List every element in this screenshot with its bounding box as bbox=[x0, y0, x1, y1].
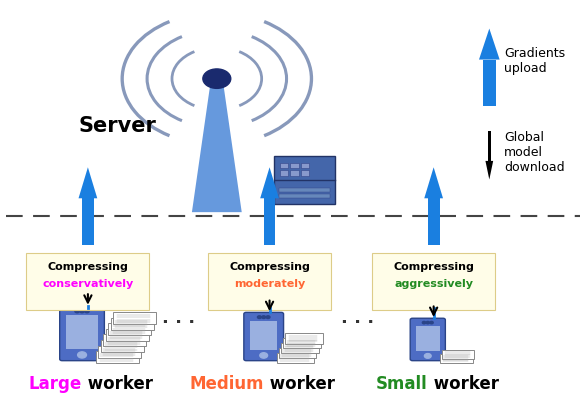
FancyBboxPatch shape bbox=[274, 156, 335, 204]
FancyBboxPatch shape bbox=[96, 351, 139, 363]
FancyBboxPatch shape bbox=[113, 312, 156, 324]
Circle shape bbox=[260, 353, 268, 358]
FancyBboxPatch shape bbox=[208, 253, 331, 310]
Polygon shape bbox=[79, 167, 97, 198]
FancyBboxPatch shape bbox=[280, 170, 288, 176]
Circle shape bbox=[203, 69, 231, 89]
Circle shape bbox=[266, 316, 270, 319]
Text: conservatively: conservatively bbox=[42, 279, 134, 289]
Circle shape bbox=[77, 352, 87, 358]
Text: Global
model
download: Global model download bbox=[504, 131, 564, 173]
FancyBboxPatch shape bbox=[416, 326, 440, 351]
FancyBboxPatch shape bbox=[280, 162, 288, 169]
FancyBboxPatch shape bbox=[98, 346, 141, 357]
FancyBboxPatch shape bbox=[279, 348, 316, 358]
Text: Large: Large bbox=[29, 375, 82, 393]
Polygon shape bbox=[479, 29, 500, 60]
Text: . . .: . . . bbox=[162, 309, 195, 327]
FancyBboxPatch shape bbox=[105, 329, 149, 341]
Circle shape bbox=[257, 316, 261, 319]
FancyBboxPatch shape bbox=[410, 318, 445, 361]
FancyBboxPatch shape bbox=[66, 315, 98, 349]
Text: worker: worker bbox=[428, 375, 499, 393]
FancyBboxPatch shape bbox=[26, 253, 149, 310]
Polygon shape bbox=[483, 60, 496, 106]
FancyBboxPatch shape bbox=[440, 354, 472, 363]
FancyBboxPatch shape bbox=[301, 170, 309, 176]
Polygon shape bbox=[488, 131, 491, 161]
FancyBboxPatch shape bbox=[290, 162, 299, 169]
FancyBboxPatch shape bbox=[279, 194, 331, 199]
Polygon shape bbox=[260, 167, 279, 198]
Polygon shape bbox=[192, 87, 241, 212]
Text: Server: Server bbox=[79, 116, 156, 137]
Polygon shape bbox=[264, 198, 275, 245]
Circle shape bbox=[424, 354, 431, 358]
Circle shape bbox=[85, 310, 89, 313]
FancyBboxPatch shape bbox=[281, 343, 319, 353]
FancyBboxPatch shape bbox=[277, 353, 314, 363]
Polygon shape bbox=[82, 198, 94, 245]
Text: Compressing: Compressing bbox=[393, 262, 474, 273]
Circle shape bbox=[423, 322, 425, 324]
Text: . . .: . . . bbox=[341, 309, 374, 327]
FancyBboxPatch shape bbox=[372, 253, 495, 310]
FancyBboxPatch shape bbox=[101, 340, 144, 352]
Circle shape bbox=[262, 316, 265, 319]
Circle shape bbox=[430, 322, 433, 324]
Text: moderately: moderately bbox=[234, 279, 305, 289]
Text: Medium: Medium bbox=[189, 375, 264, 393]
FancyBboxPatch shape bbox=[250, 321, 277, 350]
FancyBboxPatch shape bbox=[103, 335, 146, 346]
Polygon shape bbox=[428, 198, 440, 245]
FancyBboxPatch shape bbox=[60, 306, 104, 361]
FancyBboxPatch shape bbox=[244, 313, 284, 361]
FancyBboxPatch shape bbox=[442, 350, 475, 359]
FancyBboxPatch shape bbox=[285, 333, 323, 344]
Text: worker: worker bbox=[264, 375, 335, 393]
Polygon shape bbox=[424, 167, 443, 198]
Text: Gradients
upload: Gradients upload bbox=[504, 47, 565, 75]
Polygon shape bbox=[485, 161, 493, 180]
Text: worker: worker bbox=[82, 375, 153, 393]
Circle shape bbox=[80, 310, 84, 313]
Text: Compressing: Compressing bbox=[229, 262, 310, 273]
FancyBboxPatch shape bbox=[290, 170, 299, 176]
Text: aggressively: aggressively bbox=[394, 279, 473, 289]
FancyBboxPatch shape bbox=[279, 188, 331, 192]
FancyBboxPatch shape bbox=[301, 162, 309, 169]
FancyBboxPatch shape bbox=[108, 323, 151, 335]
Text: Small: Small bbox=[376, 375, 428, 393]
Circle shape bbox=[75, 310, 79, 313]
Circle shape bbox=[426, 322, 430, 324]
Text: Compressing: Compressing bbox=[47, 262, 128, 273]
FancyBboxPatch shape bbox=[111, 318, 154, 330]
FancyBboxPatch shape bbox=[283, 338, 321, 348]
